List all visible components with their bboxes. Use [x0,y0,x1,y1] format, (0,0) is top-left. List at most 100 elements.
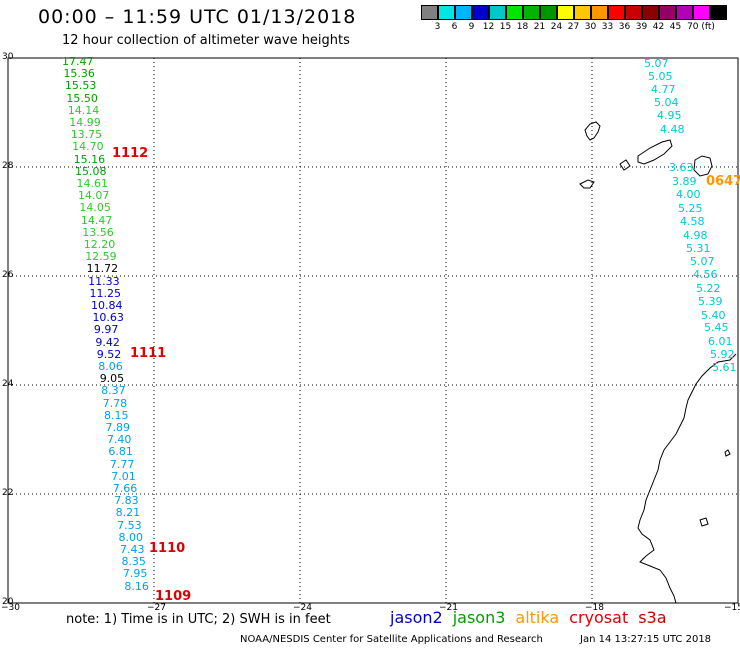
wave-height-value: 6.81 [108,445,133,459]
wave-height-value: 4.98 [683,229,708,242]
color-swatch [523,5,540,20]
lon-tick-label: −21 [439,603,458,613]
wave-height-value: 5.39 [698,295,723,308]
island-hierro [579,179,595,189]
island-la-palma [584,121,601,141]
wave-height-value: 4.56 [693,268,718,281]
orbit-number-label: 1110 [149,541,186,556]
wave-height-value: 7.78 [102,396,128,410]
color-swatch [659,5,676,20]
wave-height-value: 14.99 [69,116,101,129]
color-scale-label: 6 [451,22,458,32]
wave-height-value: 3.89 [672,175,697,188]
color-swatch [625,5,642,20]
color-scale-label: 12 [482,22,495,32]
wave-height-value: 15.36 [63,67,95,81]
color-swatch [693,5,710,20]
generated-timestamp: Jan 14 13:27:15 UTC 2018 [580,634,712,645]
color-scale-label: 27 [567,22,580,32]
lat-tick-label: 22 [2,488,14,498]
color-scale-label: 21 [533,22,546,32]
wave-height-value: 12.59 [85,250,117,264]
wave-height-value: 15.53 [64,79,97,93]
lon-tick-label: −24 [293,603,312,613]
island-tenerife [637,139,673,165]
orbit-number-label: 1111 [130,346,167,361]
wave-height-value: 4.48 [660,123,685,136]
wave-height-value: 7.40 [106,433,132,447]
color-swatch [489,5,506,20]
wave-height-value: 4.00 [676,188,701,201]
wave-height-value: 14.14 [67,103,100,117]
wave-height-value: 17.47 [62,55,94,68]
color-scale-label: 3 [434,22,441,32]
color-swatch [421,5,438,20]
color-scale-label: 36 [618,22,631,32]
wave-height-value: 13.56 [82,225,114,239]
wave-height-value: 15.08 [75,164,107,178]
wave-height-value: 10.63 [92,311,124,325]
color-swatch [506,5,523,20]
color-swatch [472,5,489,20]
lat-tick-label: 30 [2,52,14,62]
wave-height-value: 14.70 [72,140,104,154]
wave-height-value: 8.00 [118,530,144,544]
wave-height-value: 8.15 [104,408,129,422]
legend-s3a: s3a [638,608,667,627]
wave-height-value: 5.07 [690,255,715,268]
wave-height-value: 5.31 [686,242,711,255]
wave-height-value: 14.47 [80,213,113,227]
satellite-legend: jason2 jason3 altika cryosat s3a [390,608,677,627]
wave-height-value: 9.97 [93,323,119,337]
color-scale-label: 18 [516,22,529,32]
color-scale-label: 30 [584,22,597,32]
legend-jason3: jason3 [452,608,506,627]
page-subtitle: 12 hour collection of altimeter wave hei… [62,33,350,48]
wave-height-value: 4.77 [651,83,676,96]
wave-height-value: 13.75 [70,128,103,142]
color-scale-label: 15 [499,22,512,32]
wave-height-value: 7.53 [117,518,142,532]
wave-height-value: 10.84 [91,299,123,312]
color-swatch [438,5,455,20]
color-swatch [455,5,472,20]
wave-height-value: 9.05 [99,372,125,386]
credit-line: NOAA/NESDIS Center for Satellite Applica… [240,634,543,645]
lon-tick-label: −27 [147,603,166,613]
wave-height-value: 11.72 [86,262,119,276]
wave-height-value: 11.25 [89,286,122,300]
lat-tick-label: 24 [2,379,14,389]
wave-height-value: 7.66 [112,482,138,495]
island-small-2 [724,449,731,457]
color-swatch [676,5,693,20]
wave-height-value: 7.83 [114,494,139,508]
wave-height-value: 5.22 [696,282,721,295]
wave-height-value: 5.05 [648,70,673,83]
color-swatch [608,5,625,20]
wave-height-value: 11.33 [88,274,120,288]
wave-height-value: 14.61 [76,177,109,190]
color-scale-label: 33 [601,22,614,32]
color-scale-label: 24 [550,22,563,32]
wave-height-value: 5.07 [644,57,669,70]
wave-height-value: 9.52 [96,347,122,361]
lat-tick-label: 26 [2,270,14,280]
color-scale-label: 45 [669,22,682,32]
lon-tick-label: −15 [724,603,740,613]
wave-height-value: 4.58 [680,215,705,228]
color-swatch [591,5,608,20]
map-frame [7,57,739,604]
island-gomera [619,159,631,171]
wave-height-value: 7.01 [111,469,136,483]
color-scale-label: 9 [468,22,475,32]
wave-height-value: 5.25 [678,202,703,215]
wave-height-value: 8.37 [101,384,126,398]
coastline [579,121,737,604]
lon-tick-label: −18 [585,603,604,613]
wave-height-value: 7.43 [120,543,145,556]
wave-height-value: 15.16 [73,152,106,166]
lat-lon-grid [8,58,738,603]
wave-height-value: 7.89 [105,421,131,434]
wave-height-value: 3.63 [669,161,694,174]
